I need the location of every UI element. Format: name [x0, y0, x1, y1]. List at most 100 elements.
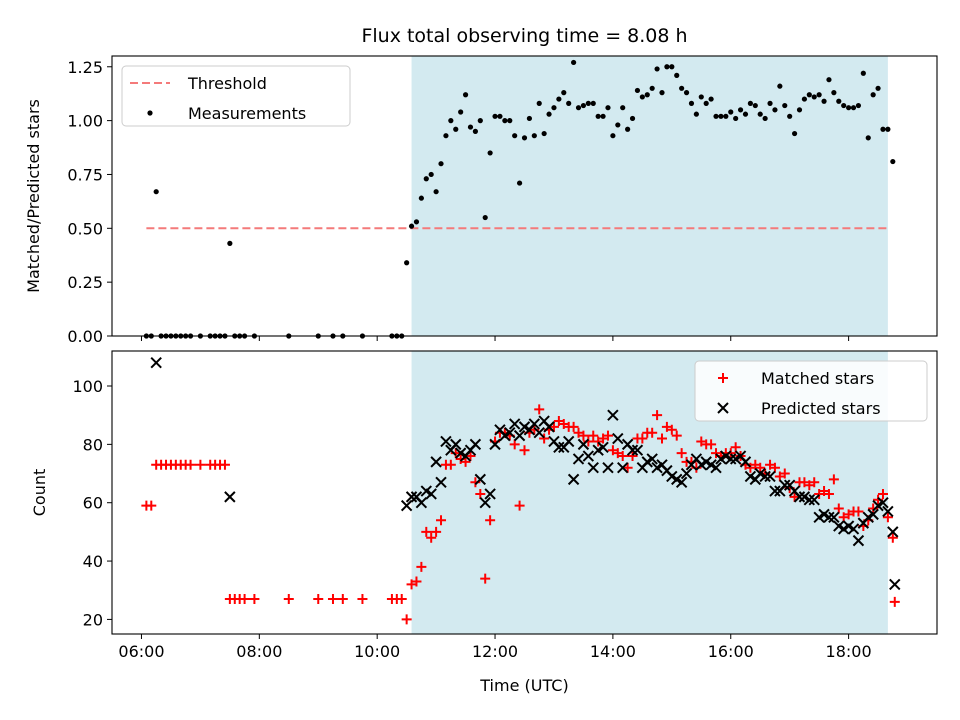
measurement-point [546, 111, 552, 117]
y-tick-label: 0.75 [67, 165, 103, 184]
matched-star-point [460, 456, 471, 467]
measurement-point [806, 92, 812, 98]
predicted-star-point [405, 491, 418, 503]
matched-star-point [828, 474, 839, 485]
predicted-star-point [828, 511, 840, 524]
measurement-point [502, 118, 508, 124]
measurement-point [482, 214, 488, 221]
measurement-point [855, 102, 862, 109]
measurement-point [413, 219, 420, 225]
matched-star-point [789, 491, 800, 502]
predicted-star-point [882, 505, 894, 518]
legend-measurement-swatch [147, 110, 153, 116]
legend: Threshold Measurements [121, 65, 351, 127]
measurement-point [472, 128, 478, 134]
y-tick-label: 0.00 [67, 327, 103, 346]
measurement-point [752, 102, 758, 109]
matched-star-point [475, 488, 486, 499]
ratio-panel: 0.00 0.25 0.50 0.75 1.00 1.25 Threshold Measure… [67, 55, 938, 346]
matched-star-point [239, 593, 250, 604]
matched-star-point [588, 430, 599, 441]
y-tick-label: 1.25 [67, 58, 103, 77]
measurement-point [723, 113, 729, 119]
matched-star-point [809, 477, 820, 488]
measurement-point [526, 115, 533, 122]
predicted-star-point [469, 438, 482, 451]
measurement-point [737, 107, 744, 113]
measurement-point [801, 96, 808, 102]
measurement-point [615, 122, 621, 128]
matched-star-point [485, 515, 496, 526]
measurement-point [850, 105, 857, 111]
measurement-point [698, 94, 704, 100]
predicted-star-point [597, 441, 609, 453]
measurement-point [428, 171, 434, 178]
measurement-point [575, 105, 582, 111]
predicted-star-point [504, 426, 516, 439]
matched-star-point [877, 488, 888, 499]
measurement-point [595, 113, 601, 119]
matched-star-point [769, 462, 780, 473]
matched-star-point [411, 576, 422, 587]
matched-star-point [509, 439, 520, 450]
predicted-star-point [710, 461, 722, 474]
measurement-point [497, 113, 503, 119]
matched-star-point [357, 593, 368, 604]
predicted-star-point [533, 426, 545, 439]
measurement-point [507, 118, 513, 124]
predicted-star-point [823, 511, 835, 524]
predicted-star-point [582, 450, 595, 462]
matched-star-point [578, 430, 589, 441]
measurement-point [453, 126, 459, 132]
y-tick-label: 40 [83, 552, 103, 571]
measurement-point [625, 126, 631, 132]
measurement-point [423, 176, 429, 182]
series-predicted-stars [150, 356, 901, 591]
measurement-point [865, 135, 871, 141]
matched-star-point [249, 593, 260, 604]
measurement-point [477, 118, 483, 124]
measurement-point [561, 90, 567, 96]
measurement-point [644, 92, 650, 98]
matched-star-point [755, 462, 766, 473]
y-tick-label: 80 [83, 435, 103, 454]
measurement-point [831, 90, 837, 96]
measurement-point [757, 111, 763, 117]
matched-star-point [185, 459, 196, 470]
measurement-point [512, 133, 518, 139]
measurement-point [870, 92, 876, 98]
measurement-point [531, 133, 537, 139]
measurement-point [679, 85, 685, 91]
predicted-star-point [646, 453, 658, 465]
x-tick-label: 08:00 [236, 642, 282, 661]
measurement-point [664, 64, 670, 70]
measurement-point [571, 59, 577, 66]
matched-star-point [539, 433, 550, 444]
predicted-star-point [626, 444, 639, 456]
measurement-point [875, 85, 881, 91]
predicted-star-point [567, 473, 580, 486]
measurement-point [487, 150, 493, 156]
measurement-point [728, 109, 734, 115]
measurement-point [742, 111, 749, 117]
predicted-star-point [725, 453, 737, 465]
legend-matched-swatch [718, 373, 728, 383]
measurement-point [693, 111, 699, 117]
matched-star-point [706, 439, 717, 450]
measurement-point [674, 72, 680, 78]
predicted-star-point [400, 499, 413, 512]
measurement-point [605, 105, 611, 111]
measurement-point [826, 77, 832, 83]
predicted-star-point [440, 435, 452, 448]
matched-star-point [647, 427, 658, 438]
measurement-point [816, 92, 822, 98]
predicted-star-point [528, 418, 541, 430]
matched-star-point [666, 424, 677, 435]
predicted-star-point [435, 476, 447, 488]
predicted-star-point [489, 438, 501, 451]
measurement-point [492, 113, 498, 119]
measurement-point [541, 130, 547, 137]
predicted-star-point [877, 497, 889, 509]
measurement-point [659, 90, 665, 96]
measurement-point [462, 92, 469, 98]
